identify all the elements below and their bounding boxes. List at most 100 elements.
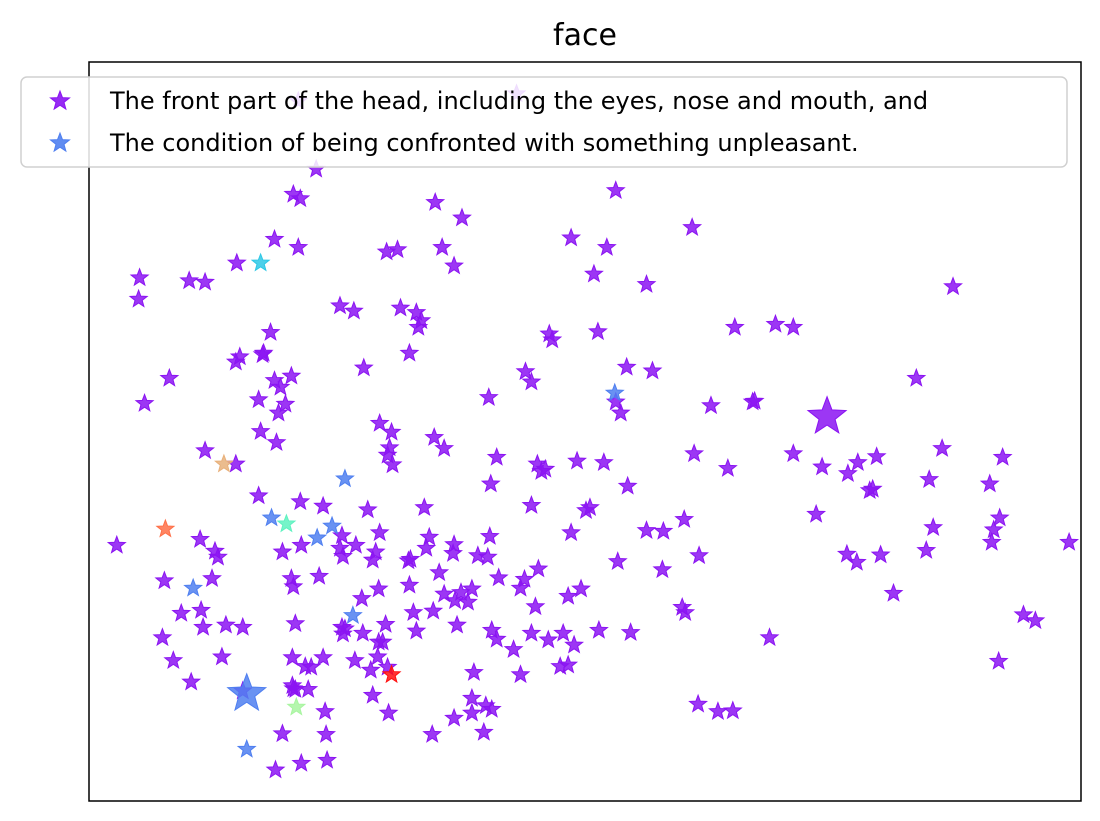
data-point bbox=[452, 207, 472, 227]
data-point bbox=[722, 700, 743, 720]
data-point bbox=[561, 522, 582, 542]
data-point bbox=[919, 469, 940, 488]
data-point bbox=[313, 647, 334, 667]
data-point bbox=[486, 446, 507, 466]
data-point bbox=[106, 534, 127, 554]
data-point bbox=[212, 646, 232, 666]
data-point bbox=[604, 382, 625, 402]
data-point bbox=[584, 263, 604, 283]
data-point bbox=[281, 365, 302, 385]
data-point bbox=[847, 452, 868, 471]
data-point bbox=[191, 599, 212, 619]
data-point bbox=[208, 546, 228, 566]
data-point bbox=[406, 620, 427, 640]
data-point bbox=[362, 549, 383, 569]
data-point bbox=[458, 591, 478, 611]
data-point bbox=[419, 526, 440, 546]
data-point bbox=[503, 639, 524, 658]
data-point bbox=[447, 614, 467, 634]
data-point bbox=[488, 567, 509, 587]
data-point bbox=[270, 376, 291, 396]
data-point bbox=[322, 515, 342, 535]
data-point bbox=[399, 574, 420, 594]
data-point bbox=[317, 749, 338, 769]
data-point bbox=[564, 634, 585, 654]
data-point bbox=[932, 438, 953, 457]
data-point bbox=[128, 288, 149, 308]
data-point bbox=[636, 274, 657, 293]
data-point bbox=[260, 322, 281, 341]
data-point bbox=[377, 444, 398, 464]
legend-box bbox=[20, 76, 1068, 168]
data-point bbox=[461, 702, 482, 722]
data-point bbox=[315, 701, 336, 721]
data-point bbox=[675, 602, 696, 621]
data-point bbox=[473, 721, 494, 741]
data-point bbox=[434, 438, 455, 457]
data-point bbox=[368, 578, 389, 598]
data-point bbox=[416, 537, 437, 557]
data-point bbox=[724, 316, 745, 336]
data-point bbox=[181, 671, 202, 691]
data-point bbox=[369, 412, 390, 432]
data-point bbox=[250, 252, 271, 272]
data-point bbox=[916, 540, 937, 559]
data-point bbox=[558, 585, 579, 605]
data-point bbox=[226, 252, 247, 272]
data-point bbox=[360, 659, 381, 679]
data-point bbox=[837, 463, 858, 483]
data-point bbox=[342, 605, 363, 624]
data-point bbox=[171, 602, 192, 622]
data-point bbox=[553, 622, 574, 642]
data-point bbox=[610, 402, 631, 422]
data-point bbox=[992, 446, 1013, 466]
data-point bbox=[316, 724, 337, 743]
data-point bbox=[398, 550, 419, 570]
data-point bbox=[365, 541, 386, 561]
data-point bbox=[525, 596, 546, 616]
data-point bbox=[510, 664, 531, 684]
data-point bbox=[163, 650, 184, 670]
data-point bbox=[276, 513, 297, 533]
data-point bbox=[467, 545, 488, 565]
data-point bbox=[215, 614, 236, 634]
data-point bbox=[288, 237, 309, 256]
data-point bbox=[434, 583, 455, 603]
data-point bbox=[129, 267, 150, 287]
data-point bbox=[429, 562, 450, 582]
data-point bbox=[408, 316, 429, 336]
data-point bbox=[943, 276, 963, 296]
data-point bbox=[870, 544, 891, 564]
data-point bbox=[248, 389, 269, 409]
data-point bbox=[717, 458, 738, 477]
data-point-highlight bbox=[226, 672, 268, 712]
data-point bbox=[444, 534, 464, 554]
data-point bbox=[480, 473, 501, 493]
data-point bbox=[268, 402, 289, 422]
data-point bbox=[425, 191, 446, 211]
data-point bbox=[152, 627, 173, 647]
data-point bbox=[561, 227, 582, 247]
data-point bbox=[190, 528, 211, 548]
data-point bbox=[862, 478, 883, 498]
data-point bbox=[332, 525, 352, 545]
data-point bbox=[684, 443, 705, 463]
data-point bbox=[351, 588, 372, 607]
data-point bbox=[377, 656, 398, 676]
data-point bbox=[576, 500, 596, 520]
data-point bbox=[309, 565, 330, 585]
data-point bbox=[283, 678, 304, 698]
data-point bbox=[588, 619, 609, 639]
legend-marker-purple-star bbox=[49, 89, 71, 111]
data-point bbox=[652, 559, 673, 579]
data-point bbox=[403, 602, 424, 621]
data-point bbox=[783, 443, 804, 463]
data-point bbox=[538, 629, 559, 649]
data-point bbox=[607, 551, 628, 571]
data-point bbox=[521, 494, 542, 514]
data-point bbox=[264, 228, 285, 248]
data-point bbox=[558, 654, 579, 674]
data-point bbox=[232, 616, 253, 636]
data-point bbox=[248, 485, 269, 505]
